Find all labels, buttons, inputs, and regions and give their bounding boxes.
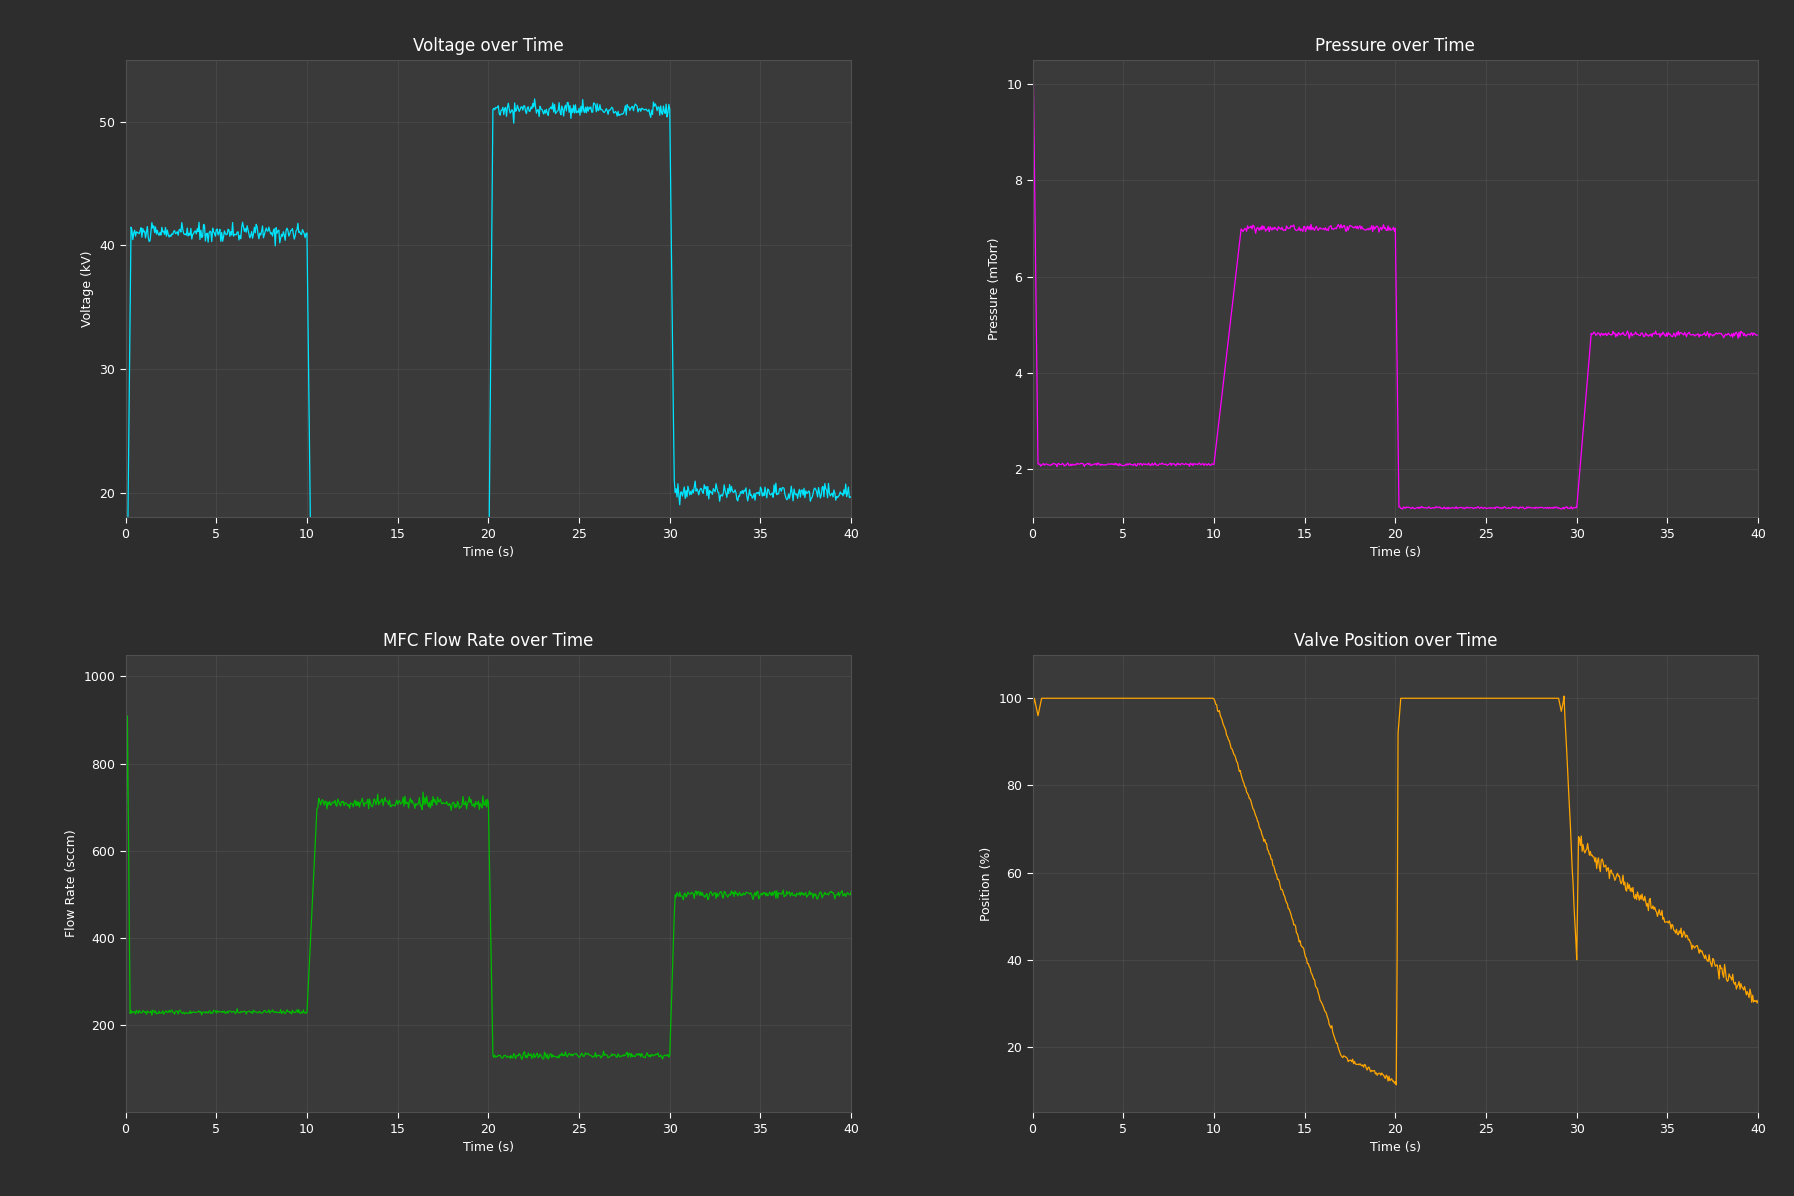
Y-axis label: Flow Rate (sccm): Flow Rate (sccm) — [65, 830, 77, 938]
X-axis label: Time (s): Time (s) — [1371, 1141, 1421, 1154]
X-axis label: Time (s): Time (s) — [463, 547, 513, 560]
X-axis label: Time (s): Time (s) — [463, 1141, 513, 1154]
X-axis label: Time (s): Time (s) — [1371, 547, 1421, 560]
Y-axis label: Voltage (kV): Voltage (kV) — [81, 250, 93, 327]
Title: Pressure over Time: Pressure over Time — [1315, 37, 1475, 55]
Title: MFC Flow Rate over Time: MFC Flow Rate over Time — [384, 633, 594, 651]
Y-axis label: Position (%): Position (%) — [980, 847, 992, 921]
Y-axis label: Pressure (mTorr): Pressure (mTorr) — [988, 237, 1001, 340]
Title: Voltage over Time: Voltage over Time — [413, 37, 563, 55]
Title: Valve Position over Time: Valve Position over Time — [1293, 633, 1496, 651]
